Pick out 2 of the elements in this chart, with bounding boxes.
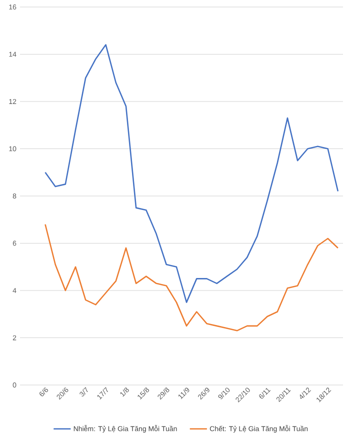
line-series — [44, 224, 339, 332]
line-series — [44, 44, 339, 303]
